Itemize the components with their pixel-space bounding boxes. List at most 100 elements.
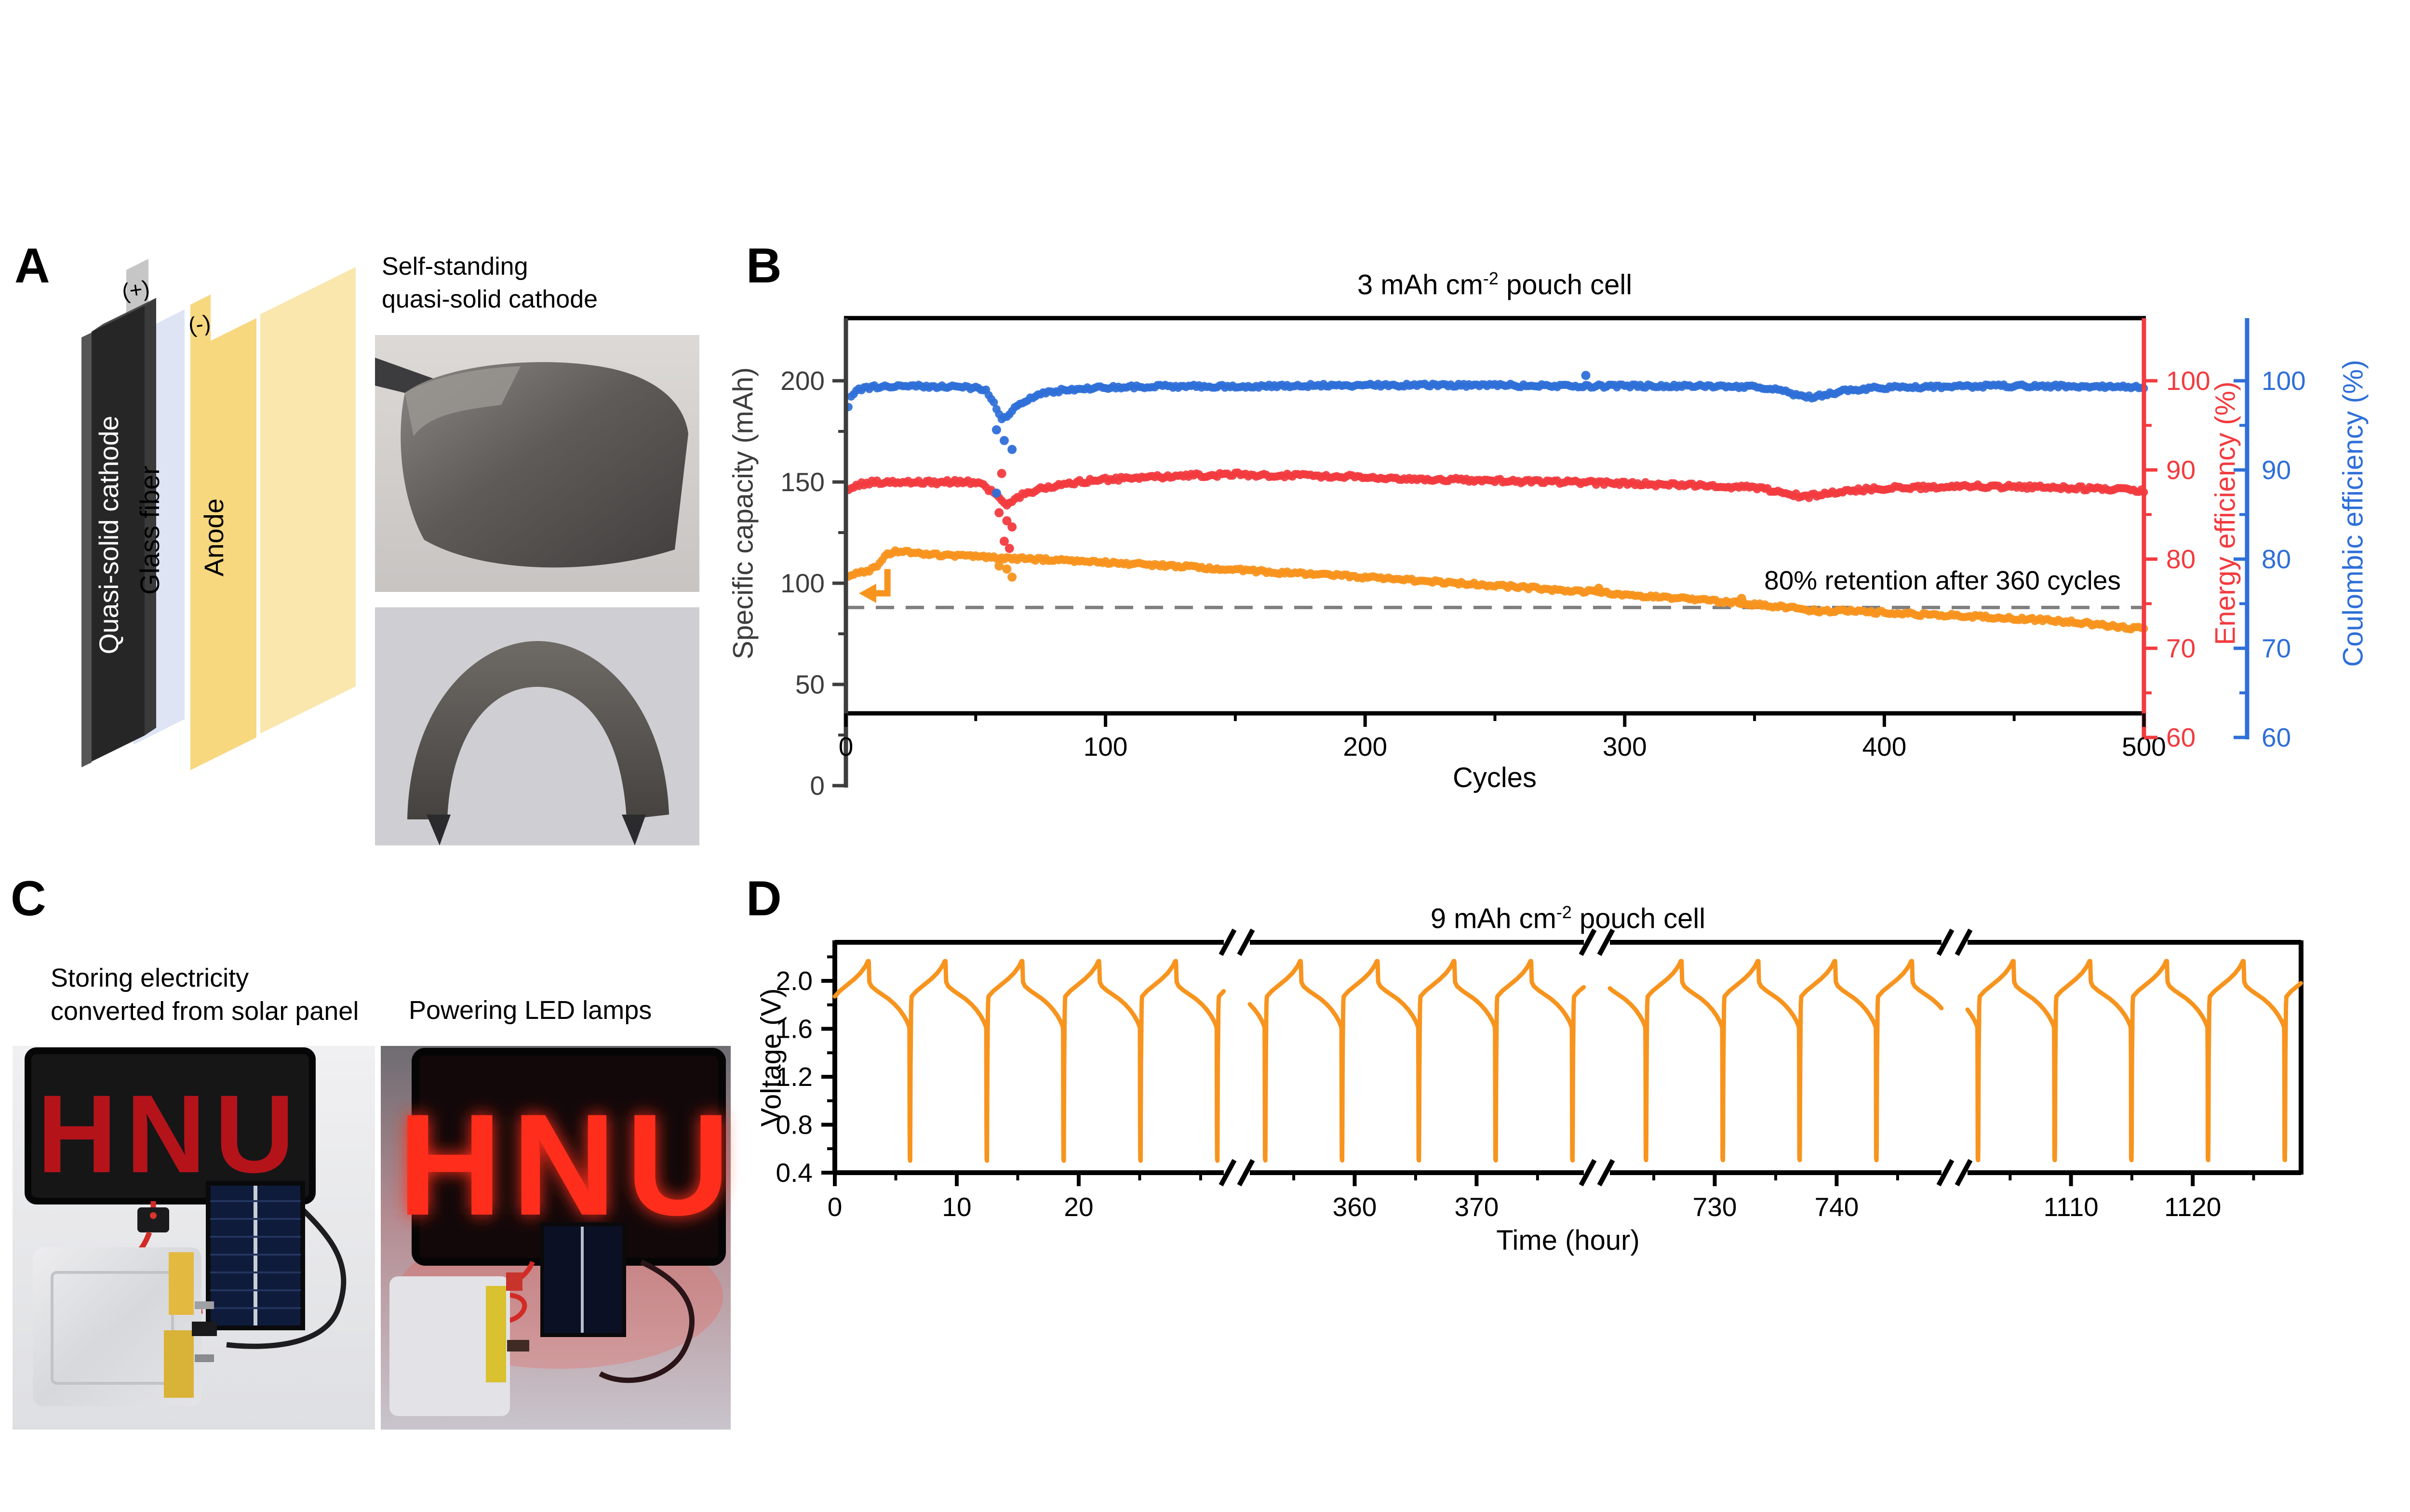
outlier-point [1581, 371, 1591, 380]
x-tick-label: 100 [1084, 732, 1128, 762]
data-point [990, 398, 998, 407]
panel-letter-d: D [746, 871, 782, 926]
cathode-label: Quasi-solid cathode [94, 416, 124, 655]
led-sign-text: HNU [37, 1072, 303, 1196]
series-specific-capacity [844, 546, 2148, 634]
y-tick-label: 0.4 [776, 1158, 813, 1188]
capacity-arrow [875, 569, 891, 597]
kapton-tape [486, 1286, 506, 1382]
panel-b-title: 3 mAh cm-2 pouch cell [1357, 268, 1632, 301]
energy-tick-label: 100 [2166, 366, 2210, 396]
capacity-axis-title: Specific capacity (mAh) [727, 367, 759, 659]
alligator-clip [507, 1340, 529, 1351]
caption-c-line2: converted from solar panel [51, 997, 359, 1026]
cycling-chart: 0 100 200 300 400 500050100150200607080901006… [780, 316, 2306, 801]
outlier-point [994, 508, 1004, 518]
energy-tick-label: 60 [2166, 723, 2196, 752]
outlier-point [1594, 584, 1604, 593]
energy-tick-label: 70 [2166, 633, 2196, 663]
capacity-tick-label: 0 [810, 771, 825, 801]
capacity-arrow-head [858, 584, 876, 603]
voltage-curve-segment [1607, 959, 1944, 1163]
axis-break-mark [1218, 1159, 1237, 1187]
y-tick-label: 1.6 [776, 1014, 813, 1044]
x-tick-label: 200 [1343, 732, 1387, 762]
pouch-cell [33, 1247, 217, 1406]
voltage-curve-segment [832, 959, 1226, 1163]
x-tick-label: 20 [1064, 1192, 1093, 1222]
cathode-photo-bent [375, 607, 699, 845]
capacity-tick-label: 200 [780, 366, 825, 396]
black-tape [192, 1322, 217, 1336]
axis-break-mark [1218, 928, 1237, 956]
coulombic-tick-label: 90 [2262, 455, 2291, 485]
x-tick-label: 300 [1603, 732, 1647, 762]
sheet-curl-highlight [405, 366, 521, 436]
outlier-point [994, 561, 1004, 571]
pouch-body [33, 1247, 201, 1406]
led-sign-text-lit: HNU [398, 1084, 740, 1245]
outlier-point [991, 488, 1001, 498]
positive-tab-label: (+) [120, 275, 151, 304]
anode-label: Anode [199, 498, 229, 576]
capacity-tick-label: 50 [795, 669, 825, 699]
axis-break-mark [1936, 1159, 1955, 1187]
solar-panel-grid [210, 1200, 301, 1309]
kapton-tape [169, 1252, 194, 1315]
tweezers-icon [427, 815, 451, 845]
switch-indicator [150, 1212, 157, 1219]
caption-panel-c-right: Powering LED lamps [409, 996, 652, 1025]
outlier-point [1007, 572, 1017, 582]
axis-break-mark [1955, 1159, 1973, 1187]
cathode-layer [92, 306, 145, 762]
caption-c-line1: Storing electricity [51, 963, 249, 992]
x-tick-label: 0 [828, 1192, 843, 1222]
panel-letter-a: A [14, 238, 50, 293]
x-tick-label: 0 [839, 732, 854, 762]
x-tick-label: 740 [1815, 1192, 1859, 1222]
panel-letter-b: B [746, 238, 782, 293]
y-tick-label: 2.0 [776, 966, 813, 996]
axis-break-mark [1955, 928, 1973, 956]
time-axis-title: Time (hour) [1496, 1225, 1640, 1256]
panel-b-title-text: 3 mAh cm [1357, 269, 1483, 301]
caption-panel-a-line1: Self-standing [382, 253, 528, 281]
panel-d-title-text2: pouch cell [1571, 903, 1706, 935]
cathode-sheet-bent [407, 641, 669, 819]
cathode-photos [375, 335, 699, 845]
outlier-point [991, 425, 1001, 435]
panel-b-title-sup: -2 [1483, 268, 1499, 288]
outlier-point [1002, 564, 1012, 574]
caption-panel-a-line2: quasi-solid cathode [382, 285, 598, 313]
cathode-top-face [92, 298, 156, 332]
axis-break-mark [1597, 928, 1615, 956]
outlier-point [1007, 445, 1017, 454]
x-tick-label: 10 [942, 1192, 971, 1222]
pouch-tab [195, 1301, 214, 1309]
solar-panel-busbar [581, 1227, 584, 1333]
cathode-photo-flat [375, 335, 699, 592]
caption-panel-a: Self-standing quasi-solid cathode [382, 251, 598, 316]
pouch-cell [389, 1276, 510, 1416]
voltage-curve-segment [1247, 959, 1586, 1163]
energy-tick-label: 80 [2166, 544, 2196, 574]
y-tick-label: 0.8 [776, 1110, 813, 1140]
photo-c-left: HNU [13, 1046, 375, 1430]
panel-b-title-text2: pouch cell [1498, 269, 1633, 301]
panel-letter-c: C [11, 871, 46, 926]
black-wire [226, 1199, 347, 1349]
x-tick-label: 360 [1333, 1192, 1377, 1222]
alligator-clip [506, 1272, 522, 1291]
outlier-point [1004, 544, 1014, 553]
energy-tick-label: 90 [2166, 455, 2196, 485]
axis-break-mark [1936, 928, 1955, 956]
voltage-axis-title: Voltage (V) [755, 988, 787, 1127]
x-tick-label: 370 [1455, 1192, 1499, 1222]
cathode-edge-face [81, 333, 92, 767]
energy-axis-title: Energy efficiency (%) [2209, 381, 2241, 645]
outlier-point [1000, 436, 1009, 445]
photo-c-right: HNU [381, 1046, 740, 1430]
x-tick-label: 400 [1862, 732, 1907, 762]
coulombic-axis-title: Coulombic efficiency (%) [2337, 360, 2369, 667]
